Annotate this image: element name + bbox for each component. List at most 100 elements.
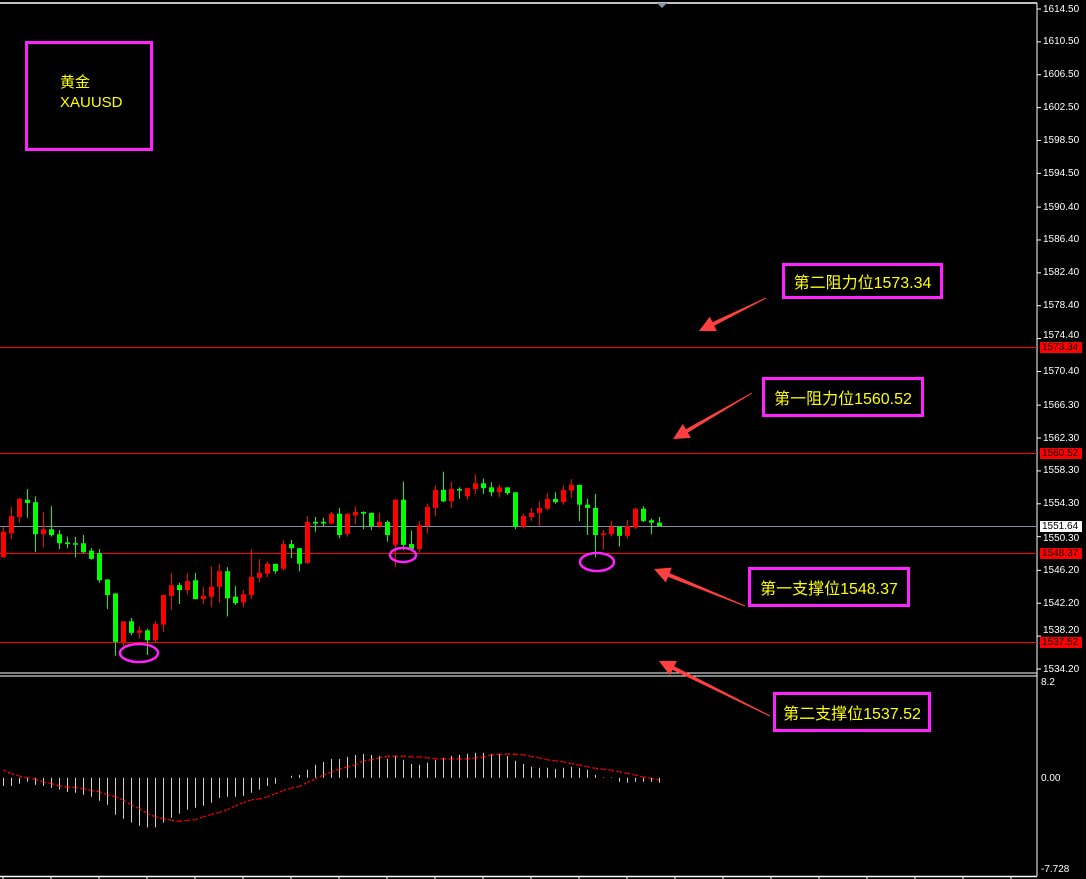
candle-body xyxy=(65,542,70,545)
candle-body xyxy=(393,499,398,545)
candle-body xyxy=(377,521,382,526)
level-price-tag: 1537.52 xyxy=(1040,637,1082,648)
signal-line-segment xyxy=(371,757,380,761)
signal-line-segment xyxy=(587,766,596,769)
price-tick-label: 1558.30 xyxy=(1043,465,1080,477)
signal-line-segment xyxy=(27,777,36,781)
candle-body xyxy=(225,571,230,599)
signal-line-segment xyxy=(579,764,588,768)
signal-line-segment xyxy=(291,785,300,789)
signal-line-segment xyxy=(163,818,172,821)
signal-line-segment xyxy=(307,778,316,784)
signal-line-segment xyxy=(419,756,428,759)
annotation-support-1: 第一支撑位1548.37 xyxy=(748,567,910,607)
candle-body xyxy=(145,630,150,641)
signal-line-segment xyxy=(171,819,180,823)
symbol-name: 黄金 xyxy=(60,74,91,91)
candle-body xyxy=(425,507,430,526)
signal-line-segment xyxy=(251,798,260,801)
signal-line-segment xyxy=(243,799,252,804)
annotation-support-2: 第二支撑位1537.52 xyxy=(773,692,931,732)
signal-line-segment xyxy=(91,789,100,793)
signal-line-segment xyxy=(347,764,356,768)
candle-body xyxy=(33,502,38,535)
signal-line-segment xyxy=(403,755,412,758)
candle-body xyxy=(353,512,358,516)
signal-line-segment xyxy=(235,801,244,807)
signal-line-segment xyxy=(331,768,340,773)
candle-body xyxy=(297,548,302,564)
candle-body xyxy=(121,621,126,643)
signal-line-segment xyxy=(555,760,564,763)
signal-line-segment xyxy=(155,816,164,820)
price-tick-label: 1594.50 xyxy=(1043,167,1080,179)
signal-line-segment xyxy=(571,762,580,766)
candle-body xyxy=(153,623,158,641)
signal-line-segment xyxy=(323,771,332,776)
candle-body xyxy=(289,544,294,549)
candle-body xyxy=(129,621,134,633)
signal-line-segment xyxy=(483,754,492,758)
candle-body xyxy=(481,483,486,489)
price-tick-label: 1562.30 xyxy=(1043,432,1080,444)
signal-line-segment xyxy=(531,755,540,759)
candle-body xyxy=(169,585,174,596)
candle-body xyxy=(585,504,590,508)
signal-line-segment xyxy=(595,767,604,770)
candle-body xyxy=(569,484,574,491)
signal-line-segment xyxy=(211,811,220,816)
candle-body xyxy=(137,630,142,633)
candle-body xyxy=(657,522,662,526)
candle-body xyxy=(593,507,598,536)
signal-line-segment xyxy=(355,760,364,766)
candle-body xyxy=(649,520,654,523)
signal-line-segment xyxy=(195,816,204,821)
level-price-tag: 1548.37 xyxy=(1040,548,1082,559)
signal-line-segment xyxy=(75,786,84,790)
candle-body xyxy=(345,513,350,535)
candle-body xyxy=(409,544,414,549)
candle-body xyxy=(105,579,110,596)
candle-body xyxy=(537,507,542,513)
signal-line-segment xyxy=(539,757,548,761)
price-tick-label: 1582.40 xyxy=(1043,267,1080,279)
candle-body xyxy=(577,484,582,505)
symbol-ticker: XAUUSD xyxy=(60,94,123,111)
candle-body xyxy=(417,525,422,549)
candle-body xyxy=(177,585,182,591)
candle-body xyxy=(457,489,462,491)
candle-body xyxy=(617,526,622,536)
price-tick-label: 1574.40 xyxy=(1043,330,1080,341)
signal-line-segment xyxy=(427,757,436,760)
candle-body xyxy=(41,529,46,535)
signal-line-segment xyxy=(515,753,524,756)
candle-body xyxy=(241,594,246,603)
signal-line-segment xyxy=(59,785,68,788)
annotation-resistance-2: 第二阻力位1573.34 xyxy=(782,263,943,299)
signal-line-segment xyxy=(475,756,484,759)
signal-line-segment xyxy=(227,805,236,811)
candle-body xyxy=(497,487,502,493)
signal-line-segment xyxy=(315,774,324,780)
candle-body xyxy=(281,544,286,569)
signal-line-segment xyxy=(491,753,500,756)
candle-body xyxy=(433,489,438,508)
candle-body xyxy=(313,521,318,524)
arrow-icon xyxy=(673,392,753,439)
signal-line-segment xyxy=(123,799,132,806)
candle-body xyxy=(385,521,390,536)
candle-body xyxy=(641,508,646,522)
candle-body xyxy=(625,525,630,536)
signal-line-segment xyxy=(107,794,116,798)
price-tick-label: 1538.20 xyxy=(1043,625,1080,636)
candle-body xyxy=(505,487,510,494)
candle-body xyxy=(321,521,326,524)
candle-body xyxy=(81,543,86,553)
arrow-icon xyxy=(654,567,746,607)
signal-line-segment xyxy=(339,766,348,770)
signal-line-segment xyxy=(283,787,292,792)
candle-body xyxy=(113,593,118,642)
signal-line-segment xyxy=(611,769,620,773)
